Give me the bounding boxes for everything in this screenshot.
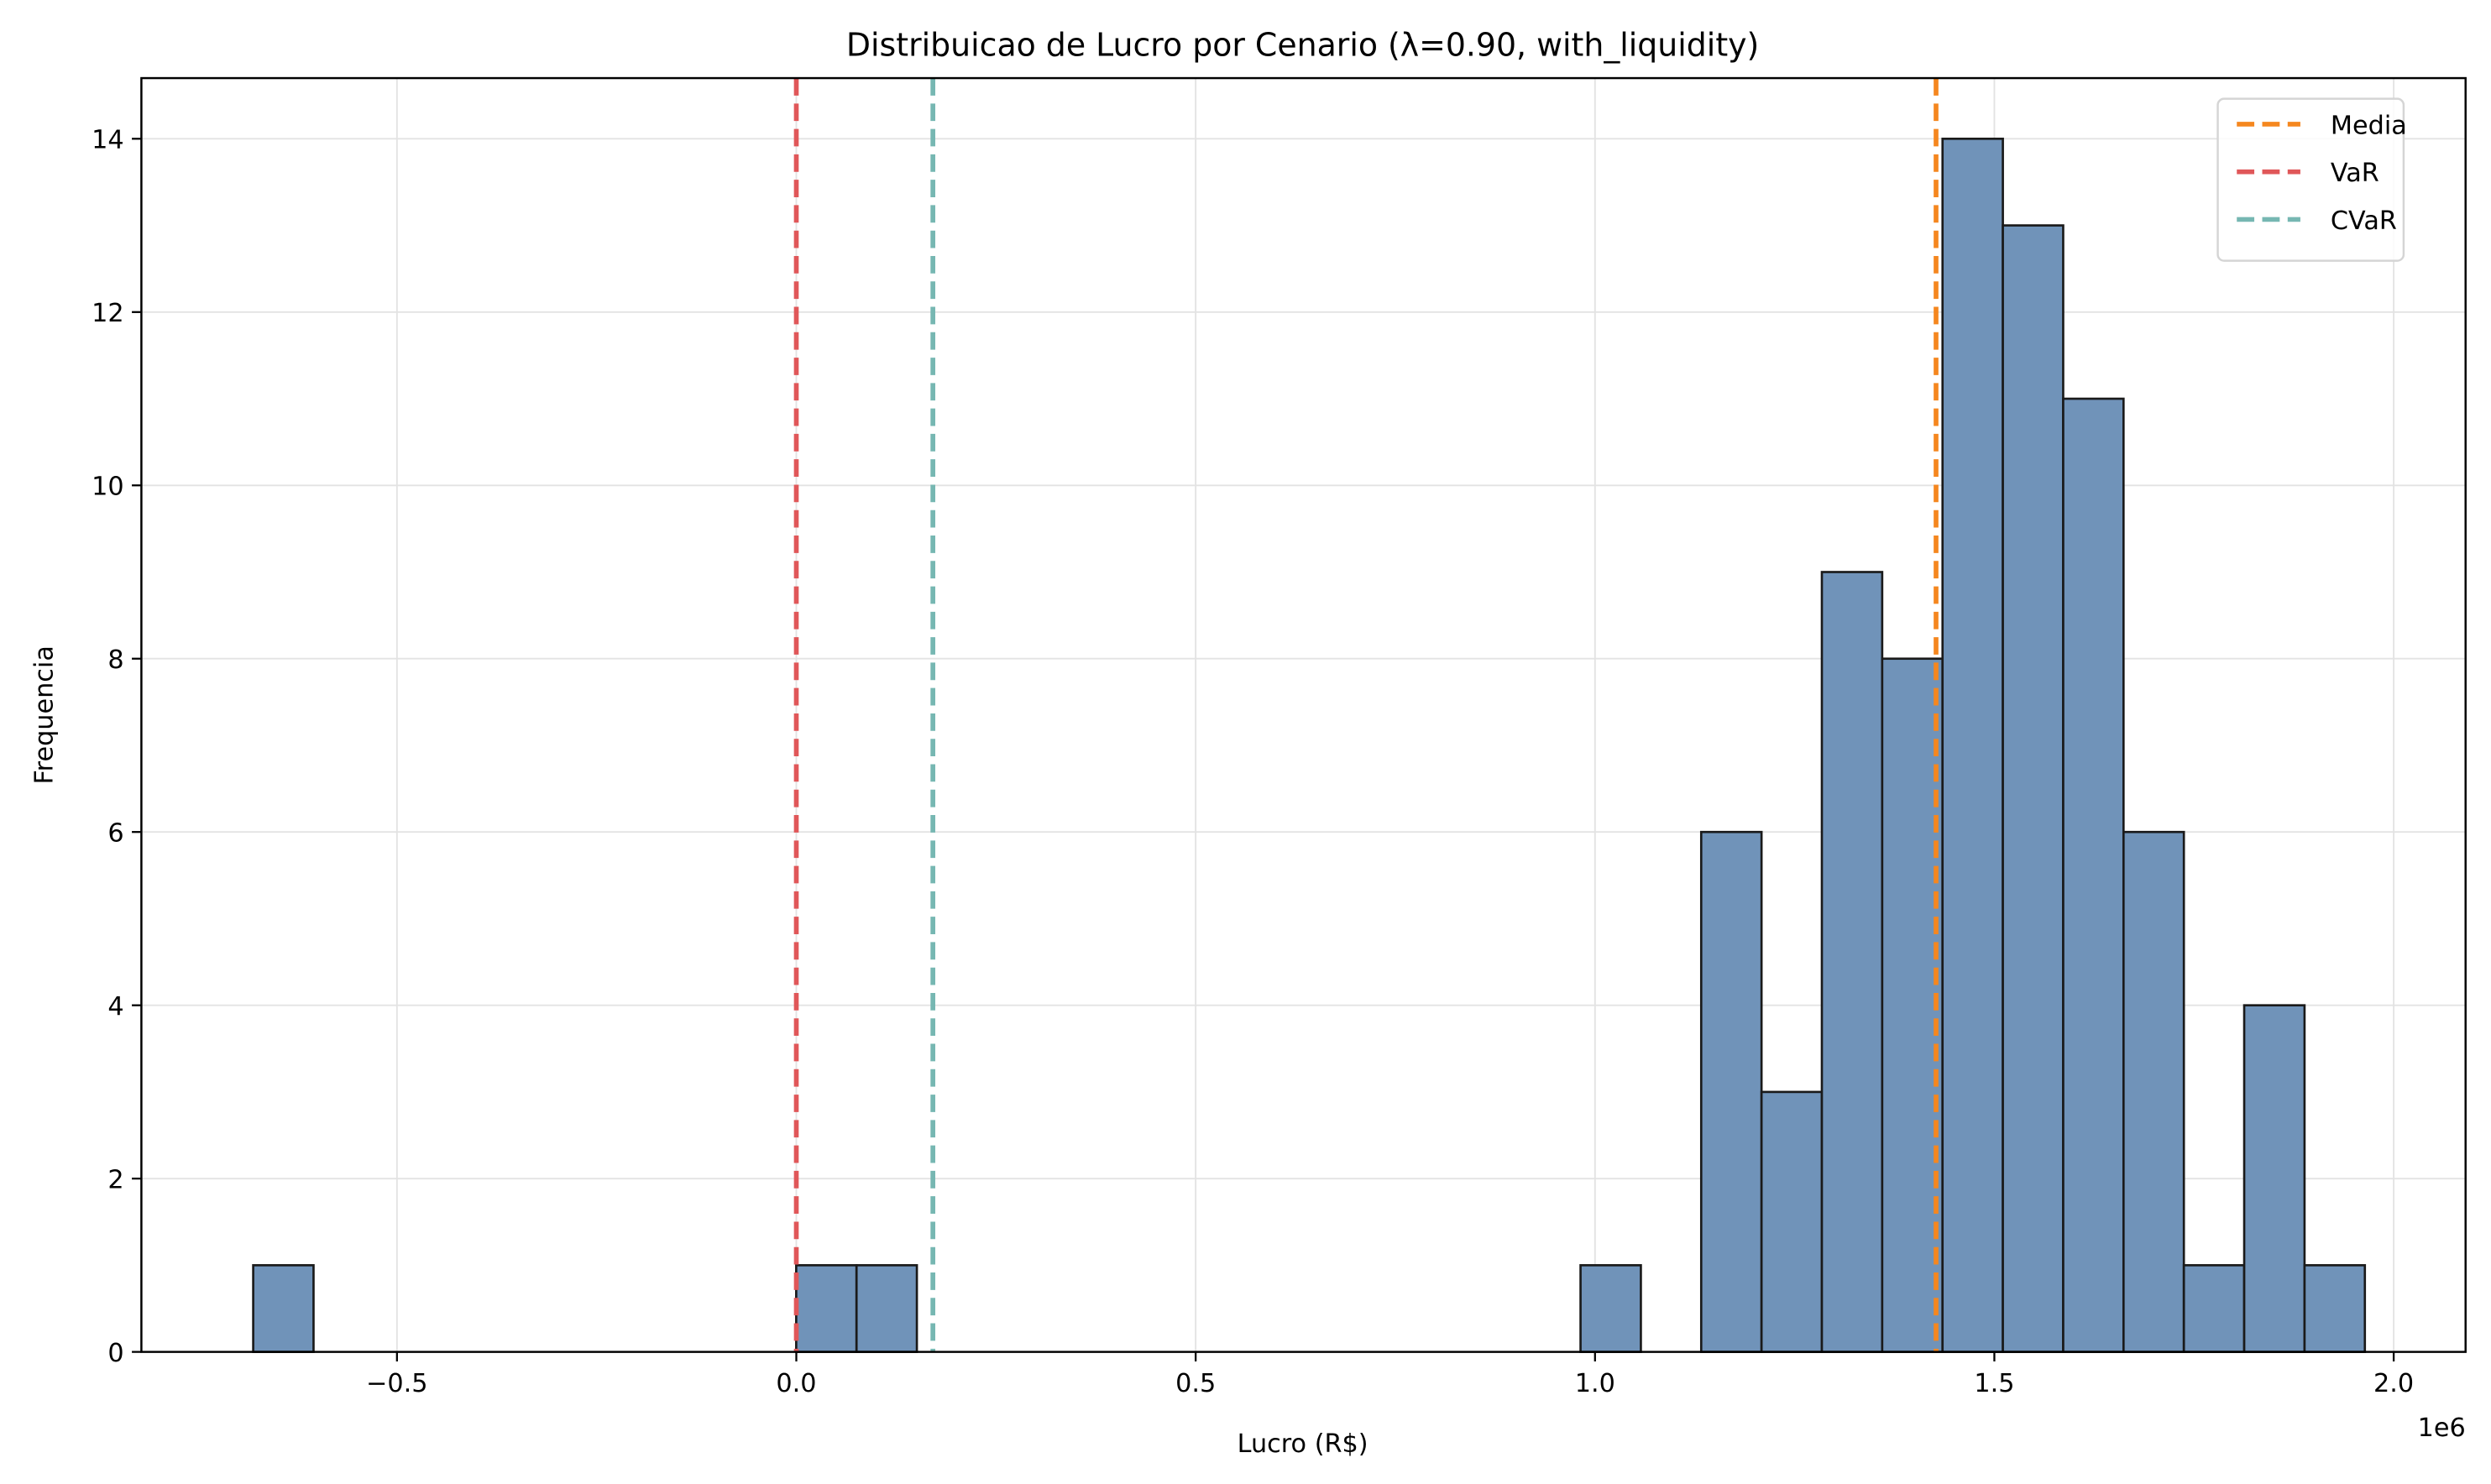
histogram-bar — [855, 1264, 918, 1353]
histogram-bar — [795, 1264, 858, 1353]
x-tick-label: 1.0 — [1575, 1369, 1615, 1398]
y-tick-label: 14 — [92, 126, 124, 155]
y-axis-label: Frequencia — [29, 645, 59, 784]
histogram-bar — [2122, 830, 2185, 1353]
y-tick-label: 6 — [107, 819, 123, 849]
histogram-bar — [1579, 1264, 1642, 1353]
x-tick-label: 1.5 — [1974, 1369, 2014, 1398]
plot-frame — [140, 76, 2467, 1353]
y-tick-label: 12 — [92, 299, 124, 328]
histogram-bar — [2182, 1264, 2246, 1353]
x-tick-label: 2.0 — [2373, 1369, 2414, 1398]
y-axis-ticks: 0 2 4 6 8 10 12 14 — [92, 126, 142, 1368]
x-tick-label: −0.5 — [366, 1369, 428, 1398]
legend-label-cvar: CVaR — [2331, 206, 2397, 236]
legend-label-var: VaR — [2331, 159, 2379, 188]
x-tick-label: 0.5 — [1175, 1369, 1216, 1398]
y-tick-label: 8 — [107, 645, 123, 675]
y-tick-label: 4 — [107, 992, 123, 1022]
legend: Media VaR CVaR — [2216, 97, 2407, 262]
histogram-bar — [1820, 571, 1884, 1353]
bars — [252, 137, 2367, 1353]
y-tick-label: 10 — [92, 473, 124, 502]
histogram-bar — [1699, 830, 1763, 1353]
chart-title: Distribuicao de Lucro por Cenario (λ=0.9… — [846, 27, 1759, 64]
histogram-bar — [252, 1264, 315, 1353]
histogram-bar — [2062, 397, 2125, 1353]
x-axis-label: Lucro (R$) — [1238, 1429, 1368, 1459]
histogram-bar — [2303, 1264, 2367, 1353]
x-tick-label: 0.0 — [776, 1369, 816, 1398]
legend-label-media: Media — [2331, 111, 2407, 140]
reference-lines — [793, 78, 1939, 1352]
y-tick-label: 2 — [107, 1165, 123, 1194]
x-offset-label: 1e6 — [2418, 1413, 2466, 1443]
x-axis-ticks: −0.5 0.0 0.5 1.0 1.5 2.0 — [366, 1351, 2414, 1398]
y-tick-label: 0 — [107, 1339, 123, 1368]
histogram-bar — [2242, 1004, 2306, 1353]
histogram-bar — [1760, 1090, 1824, 1353]
histogram-bar — [1881, 657, 1944, 1353]
histogram-bar — [2002, 224, 2064, 1353]
histogram-bar — [1941, 137, 2004, 1353]
